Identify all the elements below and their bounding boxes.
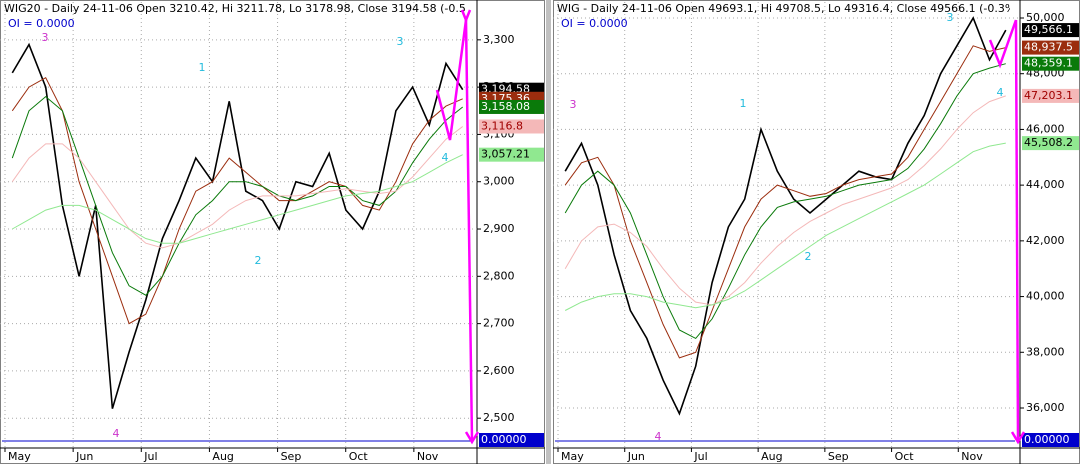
wave-label: 3 (947, 11, 954, 24)
wave-label: 1 (740, 97, 747, 110)
arrow-head (460, 9, 472, 24)
y-tick-label: 2,800 (483, 269, 515, 282)
price-line (11, 77, 463, 325)
price-tag (1022, 40, 1079, 55)
x-tick-label: Jul (143, 450, 157, 463)
price-tag-label: 45,508.2 (1024, 136, 1073, 149)
price-tag (479, 99, 544, 114)
oi-label: OI = 0.0000 (8, 17, 75, 30)
y-tick-label: 2,600 (483, 364, 515, 377)
x-tick-label: Oct (349, 450, 369, 463)
price-tag-label: 48,937.5 (1024, 41, 1073, 54)
splitter (546, 0, 551, 464)
x-tick-label: Aug (212, 450, 233, 463)
wave-label: 4 (997, 86, 1004, 99)
y-tick-label: 38,000 (1026, 345, 1065, 358)
oi-tag-label: 0.00000 (1024, 433, 1070, 446)
price-line (564, 142, 1006, 311)
x-tick-label: Jun (627, 450, 645, 463)
oi-tag (1022, 433, 1079, 447)
x-tick-label: Aug (761, 450, 782, 463)
price-tag (479, 119, 544, 134)
price-tag (1022, 88, 1079, 103)
arrow (1014, 19, 1020, 441)
y-tick-label: 3,300 (483, 33, 515, 46)
arrow (435, 19, 468, 141)
price-line (564, 16, 1007, 416)
price-tag-label: 48,359.1 (1024, 57, 1073, 70)
price-tag (1022, 56, 1079, 71)
price-line (564, 45, 1006, 359)
wave-label: 3 (570, 98, 577, 111)
chart-title: WIG20 - Daily 24-11-06 Open 3210.42, Hi … (4, 2, 466, 15)
x-tick-label: Jul (693, 450, 707, 463)
arrow-head (464, 431, 480, 445)
x-tick-label: Nov (961, 450, 983, 463)
arrow (988, 19, 1018, 69)
arrow-head (1010, 431, 1026, 445)
wave-label: 2 (805, 250, 812, 263)
price-line (11, 95, 464, 296)
x-tick-label: Nov (417, 450, 439, 463)
price-line (12, 154, 463, 244)
price-tag-label: 3,158.08 (481, 100, 530, 113)
y-tick-label: 40,000 (1026, 290, 1065, 303)
x-tick-label: Sep (281, 450, 302, 463)
chart-panel: 36,00038,00040,00042,00044,00046,00048,0… (553, 0, 1080, 464)
wave-label: 4 (655, 430, 662, 443)
wave-label: 3 (42, 31, 49, 44)
y-tick-label: 2,500 (483, 411, 515, 424)
oi-tag-label: 0.00000 (481, 433, 527, 446)
chart-title: WIG - Daily 24-11-06 Open 49693.1, Hi 49… (557, 2, 1020, 15)
wave-label: 4 (442, 151, 449, 164)
y-tick-label: 46,000 (1026, 122, 1065, 135)
price-tag-label: 3,116.8 (481, 119, 523, 132)
y-tick-label: 44,000 (1026, 178, 1065, 191)
y-tick-label: 2,700 (483, 317, 515, 330)
x-tick-label: Jun (75, 450, 93, 463)
price-tag-label: 47,203.1 (1024, 89, 1073, 102)
x-tick-label: Oct (895, 450, 915, 463)
x-tick-label: May (8, 450, 31, 463)
x-tick-label: Sep (828, 450, 849, 463)
wave-label: 4 (113, 427, 120, 440)
wave-arrows (435, 9, 1026, 445)
price-tag (479, 147, 544, 162)
price-line (11, 126, 464, 249)
price-line (564, 63, 1006, 340)
arrow (464, 19, 474, 441)
y-tick-label: 36,000 (1026, 401, 1065, 414)
wave-label: 2 (255, 254, 262, 267)
price-tag-label: 49,566.1 (1024, 23, 1073, 36)
oi-tag (479, 433, 544, 447)
oi-label: OI = 0.0000 (561, 17, 628, 30)
price-line (11, 42, 464, 409)
price-tag (1022, 136, 1079, 151)
y-tick-label: 2,900 (483, 222, 515, 235)
chart-panel: 2,5002,6002,7002,8002,9003,0003,1003,200… (0, 0, 545, 464)
wave-label: 3 (397, 35, 404, 48)
price-tag (1022, 23, 1079, 38)
y-tick-label: 3,000 (483, 175, 515, 188)
x-tick-label: May (561, 450, 584, 463)
y-tick-label: 42,000 (1026, 234, 1065, 247)
price-line (564, 95, 1006, 306)
y-tick-label: 50,000 (1026, 11, 1065, 24)
wave-label: 1 (199, 61, 206, 74)
price-tag-label: 3,057.21 (481, 148, 530, 161)
